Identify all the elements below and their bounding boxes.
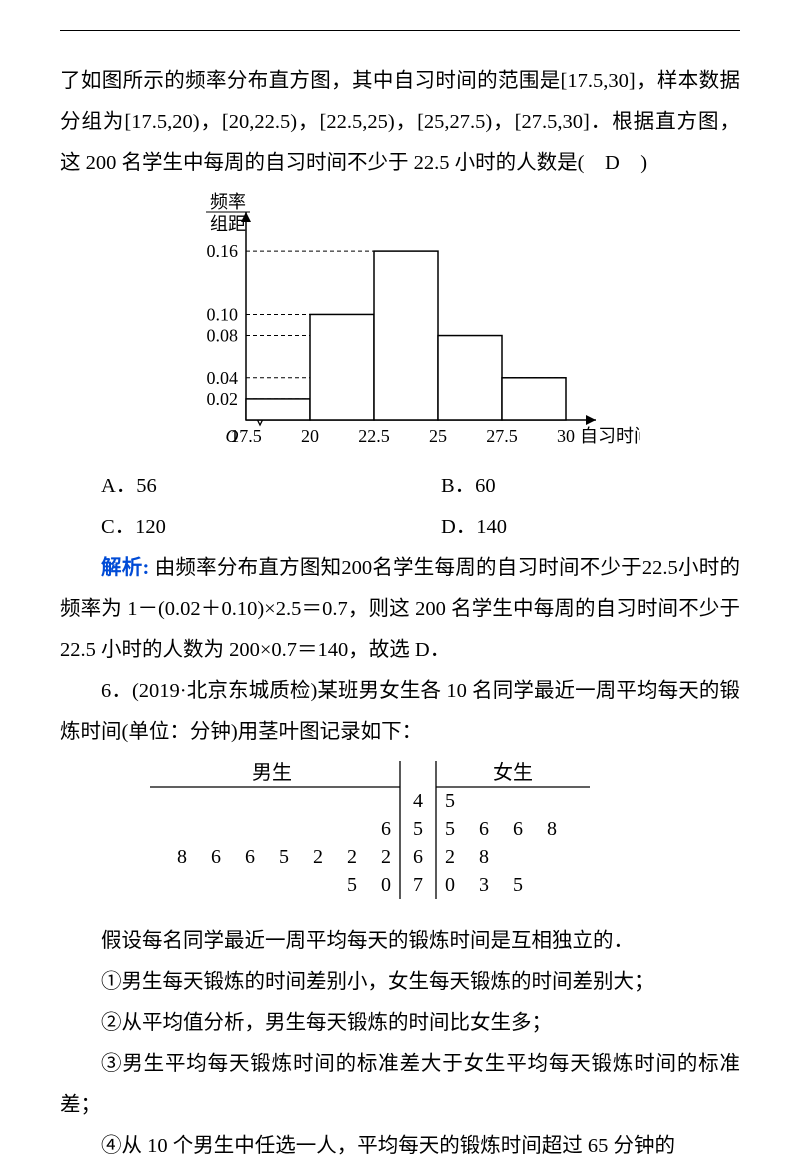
stem-leaf-chart: 男生女生455656686866522228750035 xyxy=(150,757,650,917)
svg-text:0: 0 xyxy=(445,874,455,896)
svg-text:2: 2 xyxy=(347,846,357,868)
svg-text:8: 8 xyxy=(177,846,187,868)
svg-text:22.5: 22.5 xyxy=(358,426,390,446)
svg-text:8: 8 xyxy=(479,846,489,868)
svg-text:5: 5 xyxy=(347,874,357,896)
analysis-paragraph: 解析: 由频率分布直方图知200名学生每周的自习时间不少于22.5小时的频率为 … xyxy=(60,548,740,671)
histogram-chart: 频率组距0.020.040.080.100.1617.52022.52527.5… xyxy=(160,190,640,460)
svg-text:组距: 组距 xyxy=(210,214,246,234)
question-6: 6．(2019·北京东城质检)某班男女生各 10 名同学最近一周平均每天的锻炼时… xyxy=(60,671,740,753)
assumption-paragraph: 假设每名同学最近一周平均每天的锻炼时间是互相独立的． xyxy=(60,921,740,962)
svg-text:O: O xyxy=(226,426,239,446)
svg-text:6: 6 xyxy=(413,846,423,868)
svg-text:3: 3 xyxy=(479,874,489,896)
svg-text:6: 6 xyxy=(513,818,523,840)
svg-text:2: 2 xyxy=(381,846,391,868)
svg-text:5: 5 xyxy=(279,846,289,868)
svg-text:30: 30 xyxy=(557,426,575,446)
page: 了如图所示的频率分布直方图，其中自习时间的范围是[17.5,30]，样本数据分组… xyxy=(0,0,800,1132)
svg-text:5: 5 xyxy=(513,874,523,896)
option-a: A．56 xyxy=(60,466,400,507)
answer-options: A．56 B．60 C．120 D．140 xyxy=(60,466,740,548)
svg-text:0.16: 0.16 xyxy=(207,241,239,261)
option-c: C．120 xyxy=(60,507,400,548)
svg-text:2: 2 xyxy=(313,846,323,868)
svg-text:0: 0 xyxy=(381,874,391,896)
analysis-label: 解析: xyxy=(101,557,149,579)
analysis-body: 由频率分布直方图知200名学生每周的自习时间不少于22.5小时的频率为 1－(0… xyxy=(60,557,740,661)
svg-text:2: 2 xyxy=(445,846,455,868)
option-d: D．140 xyxy=(400,507,740,548)
svg-text:0.02: 0.02 xyxy=(207,389,239,409)
svg-text:4: 4 xyxy=(413,790,423,812)
svg-text:20: 20 xyxy=(301,426,319,446)
svg-text:女生: 女生 xyxy=(493,761,533,784)
svg-text:0.10: 0.10 xyxy=(207,304,239,324)
statement-2: ②从平均值分析，男生每天锻炼的时间比女生多； xyxy=(60,1003,740,1044)
svg-text:0.08: 0.08 xyxy=(207,326,239,346)
svg-text:6: 6 xyxy=(245,846,255,868)
statement-4: ④从 10 个男生中任选一人，平均每天的锻炼时间超过 65 分钟的 xyxy=(60,1126,740,1167)
top-rule xyxy=(60,30,740,31)
statement-1: ①男生每天锻炼的时间差别小，女生每天锻炼的时间差别大； xyxy=(60,962,740,1003)
svg-text:5: 5 xyxy=(413,818,423,840)
svg-text:0.04: 0.04 xyxy=(207,368,239,388)
svg-text:25: 25 xyxy=(429,426,447,446)
svg-text:6: 6 xyxy=(381,818,391,840)
svg-text:自习时间/小时: 自习时间/小时 xyxy=(580,426,640,446)
svg-text:男生: 男生 xyxy=(252,761,292,784)
svg-text:6: 6 xyxy=(479,818,489,840)
svg-text:频率: 频率 xyxy=(210,192,246,212)
paragraph-1: 了如图所示的频率分布直方图，其中自习时间的范围是[17.5,30]，样本数据分组… xyxy=(60,61,740,184)
svg-text:5: 5 xyxy=(445,818,455,840)
statement-3: ③男生平均每天锻炼时间的标准差大于女生平均每天锻炼时间的标准差； xyxy=(60,1044,740,1126)
svg-text:7: 7 xyxy=(413,874,423,896)
option-b: B．60 xyxy=(400,466,740,507)
svg-text:6: 6 xyxy=(211,846,221,868)
svg-text:5: 5 xyxy=(445,790,455,812)
svg-text:8: 8 xyxy=(547,818,557,840)
svg-text:27.5: 27.5 xyxy=(486,426,518,446)
